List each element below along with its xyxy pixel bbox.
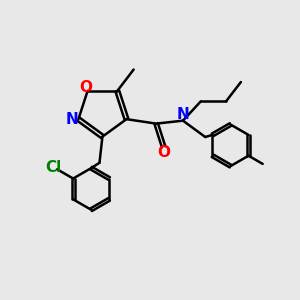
Text: N: N [65, 112, 78, 127]
Text: Cl: Cl [46, 160, 62, 175]
Text: O: O [80, 80, 93, 95]
Text: N: N [177, 106, 189, 122]
Text: O: O [157, 145, 170, 160]
